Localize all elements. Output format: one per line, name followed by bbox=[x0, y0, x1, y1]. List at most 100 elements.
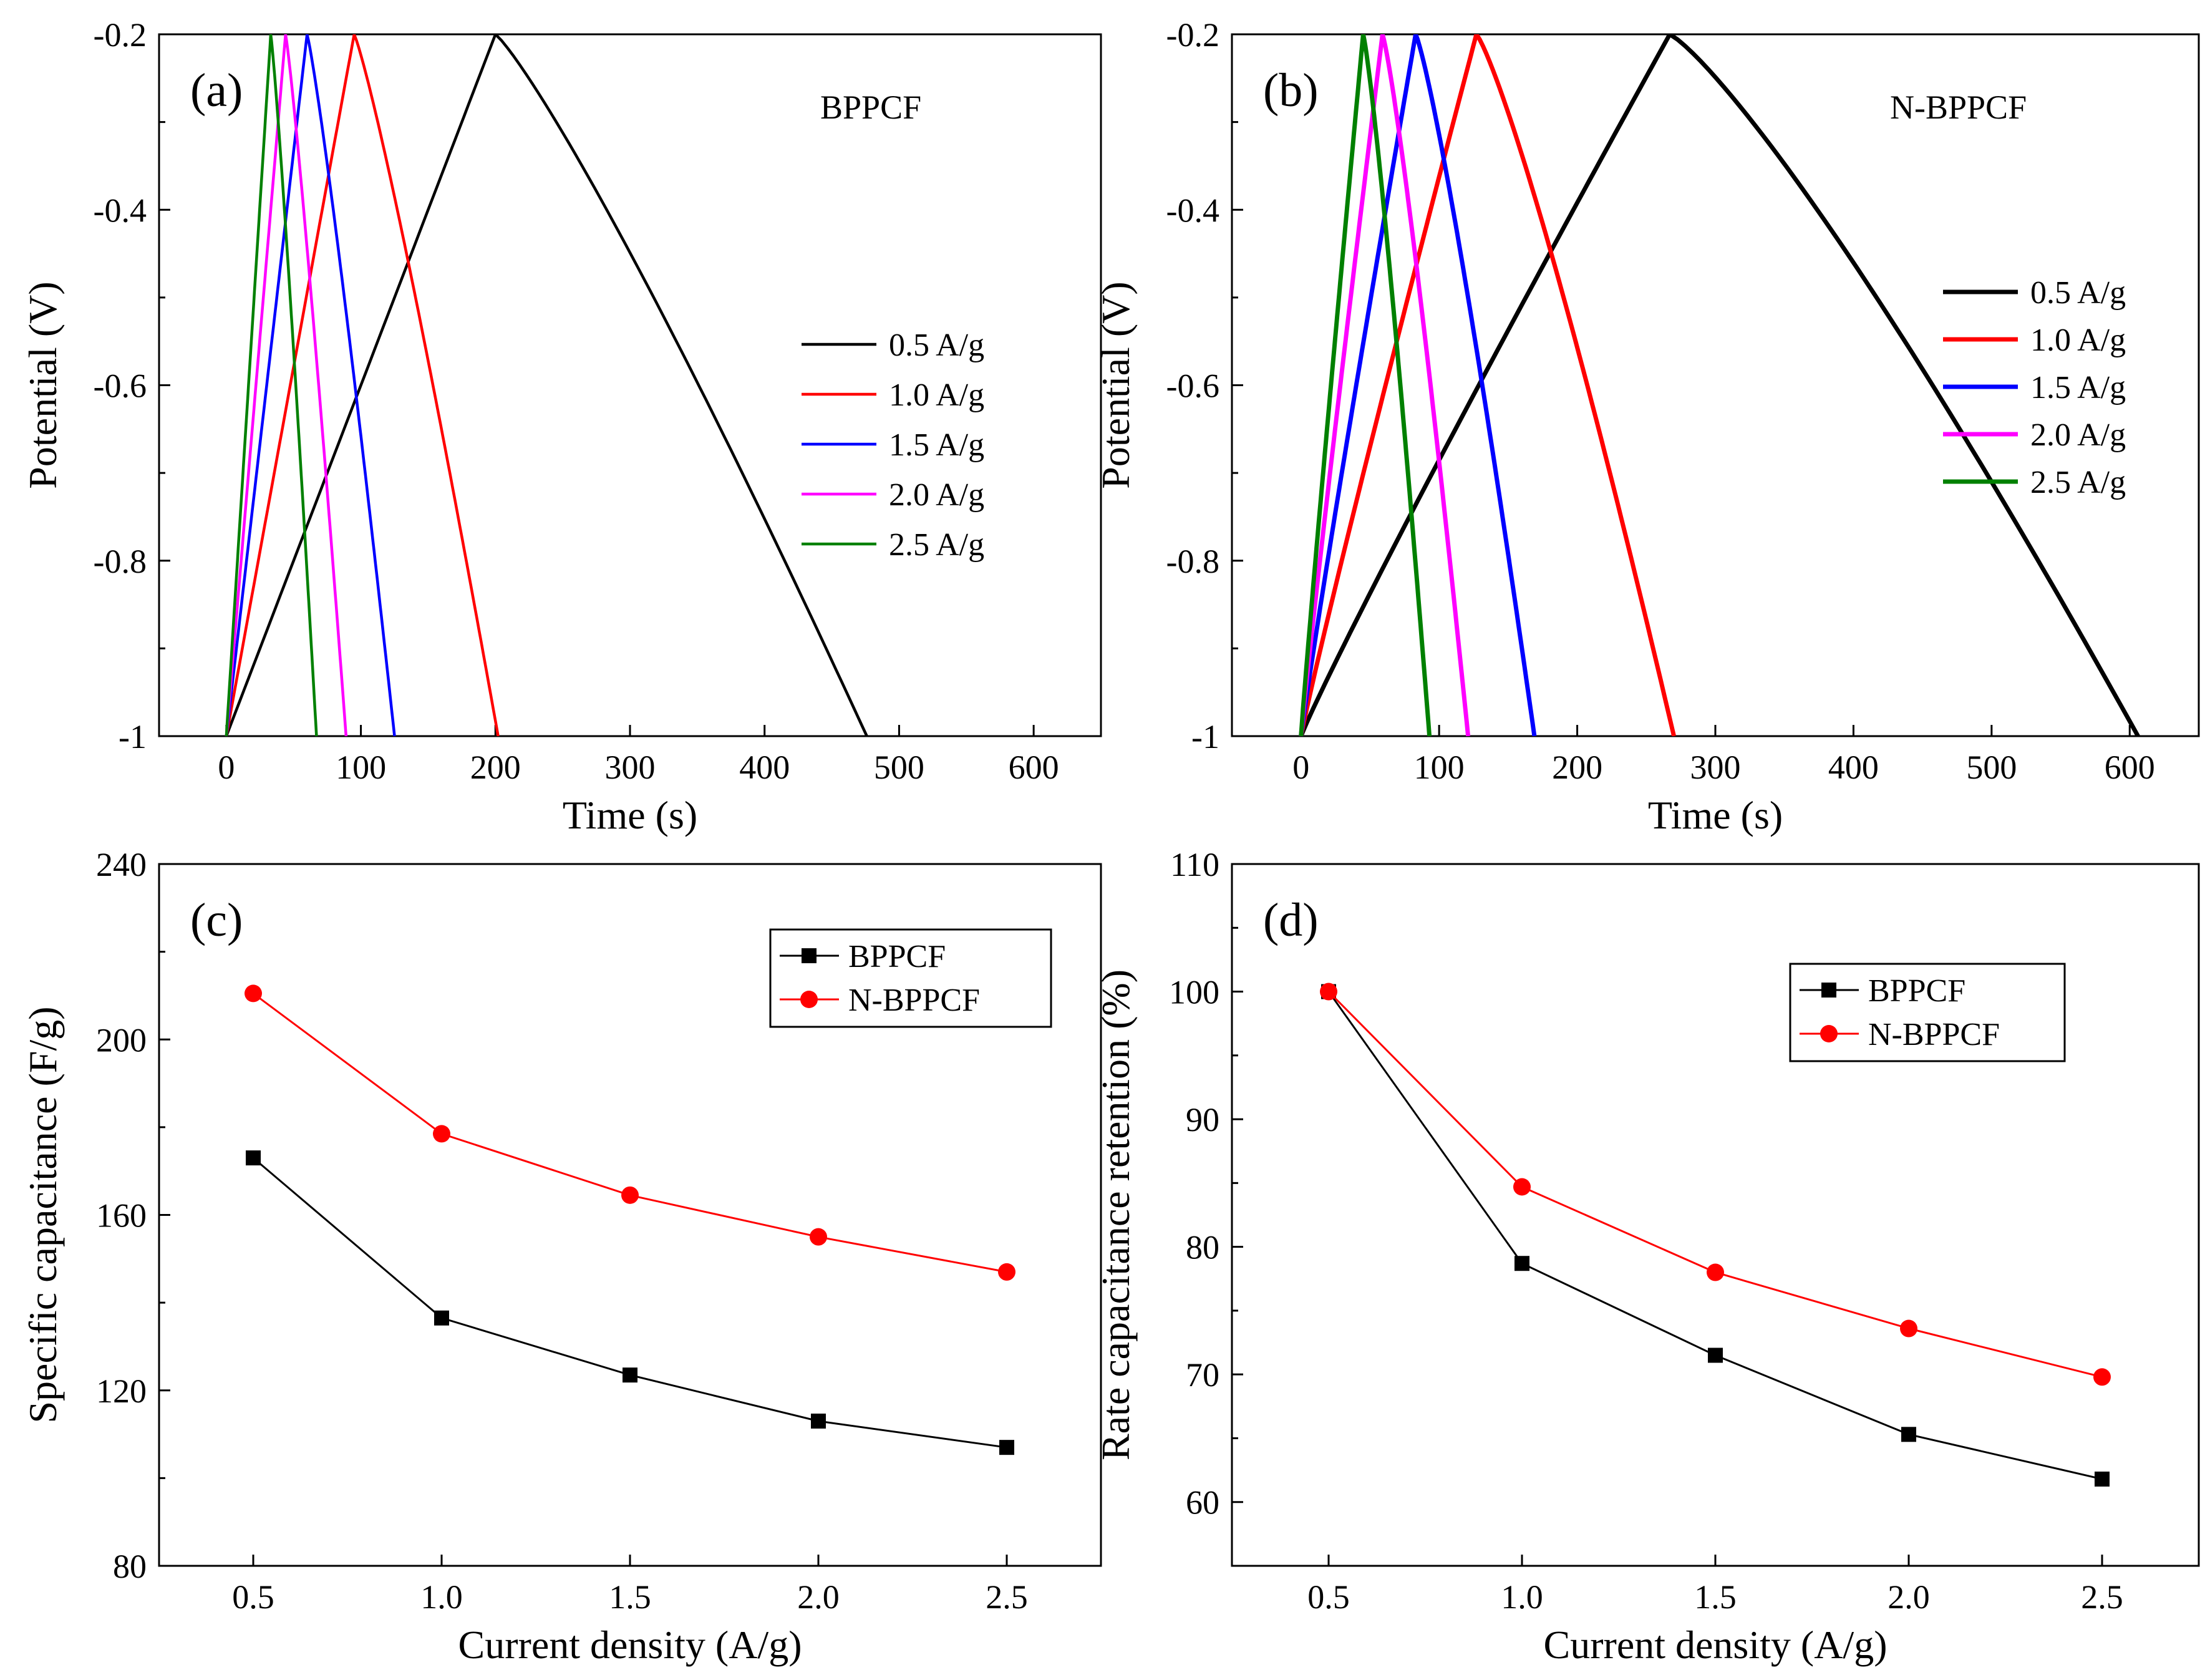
y-tick-label: 160 bbox=[96, 1197, 147, 1235]
data-point bbox=[1707, 1263, 1724, 1281]
legend-label: 1.5 A/g bbox=[2030, 370, 2126, 405]
y-tick-label: -0.4 bbox=[94, 192, 147, 229]
y-axis-label: Potential (V) bbox=[21, 281, 65, 488]
y-tick-label: 240 bbox=[96, 846, 147, 883]
legend: 0.5 A/g 1.0 A/g 1.5 A/g 2.0 A/g 2.5 A/g bbox=[1943, 275, 2126, 500]
legend-swatch-marker bbox=[1820, 1025, 1838, 1042]
x-tick-label: 1.0 bbox=[1501, 1578, 1543, 1616]
x-tick-label: 2.0 bbox=[797, 1578, 840, 1616]
data-point bbox=[434, 1310, 449, 1326]
x-tick-label: 400 bbox=[739, 749, 790, 786]
x-tick-label: 1.5 bbox=[1694, 1578, 1737, 1616]
y-tick-label: -0.4 bbox=[1166, 192, 1219, 229]
series-bppcf bbox=[246, 1150, 1014, 1455]
data-point bbox=[1900, 1319, 1917, 1338]
panel-label: (a) bbox=[190, 64, 243, 117]
y-axis-label: Potential (V) bbox=[1093, 281, 1138, 488]
legend: BPPCF N-BPPCF bbox=[1789, 963, 2066, 1062]
y-tick-label: -0.8 bbox=[94, 543, 147, 580]
x-tick-label: 100 bbox=[1414, 749, 1465, 786]
x-tick-label: 600 bbox=[2105, 749, 2155, 786]
legend-swatch-marker bbox=[802, 948, 817, 963]
legend-box bbox=[1789, 963, 2066, 1062]
y-tick-label: -0.2 bbox=[1166, 16, 1219, 54]
panel-c: 0.5 1.0 1.5 2.0 2.5 80 120 160 200 240 Current den… bbox=[21, 846, 1102, 1667]
data-point bbox=[245, 984, 262, 1003]
x-axis-label: Time (s) bbox=[1648, 793, 1783, 837]
series-line bbox=[1327, 991, 2103, 1480]
legend-label: N-BPPCF bbox=[848, 983, 980, 1018]
legend-box bbox=[769, 928, 1052, 1028]
y-tick-label: -0.8 bbox=[1166, 543, 1219, 580]
series-line-2-5-a-g bbox=[1299, 34, 1432, 736]
x-tick-label: 400 bbox=[1828, 749, 1879, 786]
series-line-1-0-a-g bbox=[225, 34, 500, 736]
legend: BPPCF N-BPPCF bbox=[769, 928, 1052, 1028]
x-axis-label: Current density (A/g) bbox=[458, 1623, 802, 1667]
y-axis-label: Specific capacitance (F/g) bbox=[21, 1006, 65, 1423]
legend-label: 1.0 A/g bbox=[2030, 323, 2126, 358]
gcd-curves bbox=[225, 34, 868, 736]
panel-label: (d) bbox=[1263, 894, 1319, 946]
y-tick-label: -1 bbox=[1191, 718, 1219, 755]
data-point bbox=[811, 1413, 826, 1429]
series-line-0-5-a-g bbox=[1299, 34, 2140, 736]
x-tick-label: 500 bbox=[874, 749, 924, 786]
legend-swatch-marker bbox=[800, 991, 818, 1008]
legend-label: 1.0 A/g bbox=[889, 377, 984, 413]
y-tick-label: 60 bbox=[1186, 1484, 1219, 1522]
series-line-0-5-a-g bbox=[225, 34, 868, 736]
x-tick-label: 2.5 bbox=[986, 1578, 1028, 1616]
data-point bbox=[1514, 1256, 1529, 1271]
series-line-2-0-a-g bbox=[225, 34, 348, 736]
x-tick-label: 200 bbox=[1552, 749, 1602, 786]
y-tick-label: -1 bbox=[119, 718, 147, 755]
x-tick-label: 2.0 bbox=[1888, 1578, 1930, 1616]
y-tick-label: 80 bbox=[113, 1548, 147, 1585]
x-tick-label: 1.0 bbox=[420, 1578, 463, 1616]
series-line-1-0-a-g bbox=[1299, 34, 1677, 736]
x-tick-label: 0.5 bbox=[232, 1578, 274, 1616]
y-tick-label: 70 bbox=[1186, 1356, 1219, 1394]
legend-label: BPPCF bbox=[848, 939, 946, 974]
x-axis-label: Time (s) bbox=[563, 793, 697, 837]
legend-label: 2.0 A/g bbox=[889, 477, 984, 513]
data-point bbox=[810, 1228, 827, 1246]
legend-label: 2.5 A/g bbox=[889, 527, 984, 563]
y-tick-label: 90 bbox=[1186, 1101, 1219, 1139]
data-point bbox=[623, 1367, 637, 1383]
series-line-2-5-a-g bbox=[225, 34, 318, 736]
legend-label: 1.5 A/g bbox=[889, 427, 984, 463]
x-tick-label: 0 bbox=[1292, 749, 1309, 786]
series-line-2-0-a-g bbox=[1299, 34, 1471, 736]
data-point bbox=[246, 1150, 261, 1166]
data-point bbox=[1320, 983, 1337, 1001]
legend-label: N-BPPCF bbox=[1868, 1017, 2000, 1052]
series-n-bppcf bbox=[1320, 983, 2111, 1386]
series-line-1-5-a-g bbox=[1299, 34, 1537, 736]
legend: 0.5 A/g 1.0 A/g 1.5 A/g 2.0 A/g 2.5 A/g bbox=[802, 328, 984, 563]
y-tick-label: 200 bbox=[96, 1021, 147, 1059]
y-tick-label: -0.6 bbox=[1166, 367, 1219, 405]
data-point bbox=[998, 1263, 1015, 1281]
x-tick-label: 1.5 bbox=[609, 1578, 651, 1616]
sample-name: BPPCF bbox=[820, 89, 921, 126]
data-point bbox=[1513, 1178, 1531, 1196]
x-tick-label: 600 bbox=[1009, 749, 1059, 786]
data-point bbox=[999, 1440, 1014, 1455]
series-line-1-5-a-g bbox=[225, 34, 396, 736]
panel-label: (c) bbox=[190, 894, 243, 946]
panel-b: 0 100 200 300 400 500 600 -1 -0.8 -0.6 -0.4 -0.2 Tim… bbox=[1093, 16, 2200, 837]
panel-d: 0.5 1.0 1.5 2.0 2.5 60 70 80 90 100 110 Current den… bbox=[1093, 846, 2200, 1667]
panel-a: 0 100 200 300 400 500 600 -1 -0.8 -0.6 -0.4 -0.2 Tim… bbox=[21, 16, 1102, 837]
x-tick-label: 500 bbox=[1966, 749, 2017, 786]
data-point bbox=[1901, 1427, 1916, 1442]
data-point bbox=[2095, 1471, 2110, 1487]
y-axis-label: Rate capacitance retention (%) bbox=[1093, 969, 1138, 1460]
y-tick-label: -0.2 bbox=[94, 16, 147, 54]
data-point bbox=[2093, 1368, 2111, 1386]
panel-label: (b) bbox=[1263, 64, 1319, 117]
sample-name: N-BPPCF bbox=[1890, 89, 2027, 126]
y-tick-label: 110 bbox=[1170, 846, 1219, 883]
legend-swatch-marker bbox=[1821, 983, 1836, 998]
